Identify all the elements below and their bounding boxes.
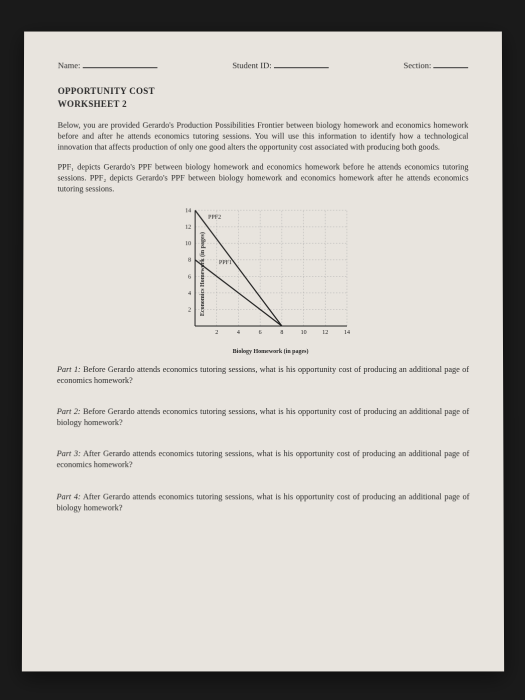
- part-3: Part 3: After Gerardo attends economics …: [56, 449, 469, 471]
- id-blank[interactable]: [273, 59, 328, 68]
- part-1: Part 1: Before Gerardo attends economics…: [56, 364, 468, 386]
- id-field: Student ID:: [232, 59, 328, 71]
- title-line-2: WORKSHEET 2: [57, 98, 468, 110]
- svg-text:4: 4: [188, 291, 191, 297]
- svg-text:12: 12: [185, 225, 191, 231]
- svg-text:2: 2: [215, 330, 218, 336]
- svg-text:PPF2: PPF2: [208, 215, 221, 221]
- section-label: Section:: [403, 60, 431, 71]
- svg-text:14: 14: [343, 330, 349, 336]
- svg-text:6: 6: [258, 330, 261, 336]
- worksheet-page: Name: Student ID: Section: OPPORTUNITY C…: [21, 32, 503, 672]
- id-label: Student ID:: [232, 60, 271, 71]
- part-2-text: Before Gerardo attends economics tutorin…: [56, 407, 468, 427]
- name-label: Name:: [57, 60, 80, 71]
- svg-text:4: 4: [236, 330, 239, 336]
- svg-text:8: 8: [188, 258, 191, 264]
- part-2: Part 2: Before Gerardo attends economics…: [56, 406, 468, 428]
- section-field: Section:: [403, 59, 468, 71]
- svg-text:6: 6: [188, 274, 191, 280]
- svg-text:2: 2: [188, 308, 191, 314]
- part-1-text: Before Gerardo attends economics tutorin…: [56, 365, 468, 385]
- x-axis-label: Biology Homework (in pages): [232, 348, 308, 356]
- ppf-chart: Economics Homework (in pages) 2 4 6 8 10 12 14…: [173, 204, 353, 344]
- part-4-label: Part 4:: [56, 492, 80, 501]
- svg-text:14: 14: [185, 208, 191, 214]
- title-block: OPPORTUNITY COST WORKSHEET 2: [57, 86, 468, 110]
- svg-text:12: 12: [322, 330, 328, 336]
- part-2-label: Part 2:: [56, 407, 80, 416]
- part-1-label: Part 1:: [56, 365, 80, 374]
- svg-text:PPF1: PPF1: [218, 260, 231, 266]
- title-line-1: OPPORTUNITY COST: [57, 86, 467, 98]
- intro-text: Below, you are provided Gerardo's Produc…: [57, 120, 468, 153]
- part-4-text: After Gerardo attends economics tutoring…: [56, 492, 469, 512]
- section-blank[interactable]: [433, 59, 468, 68]
- svg-text:10: 10: [185, 241, 191, 247]
- svg-text:8: 8: [280, 330, 283, 336]
- chart-container: Economics Homework (in pages) 2 4 6 8 10 12 14…: [57, 204, 469, 344]
- part-4: Part 4: After Gerardo attends economics …: [56, 491, 469, 513]
- part-3-text: After Gerardo attends economics tutoring…: [56, 450, 469, 470]
- name-blank[interactable]: [82, 59, 157, 68]
- name-field: Name:: [57, 59, 156, 71]
- part-3-label: Part 3:: [56, 450, 80, 459]
- header-row: Name: Student ID: Section:: [57, 59, 467, 71]
- ppf-description: PPF₁ depicts Gerardo's PPF between biolo…: [57, 161, 468, 194]
- svg-text:10: 10: [300, 330, 306, 336]
- y-axis-label: Economics Homework (in pages): [199, 232, 207, 316]
